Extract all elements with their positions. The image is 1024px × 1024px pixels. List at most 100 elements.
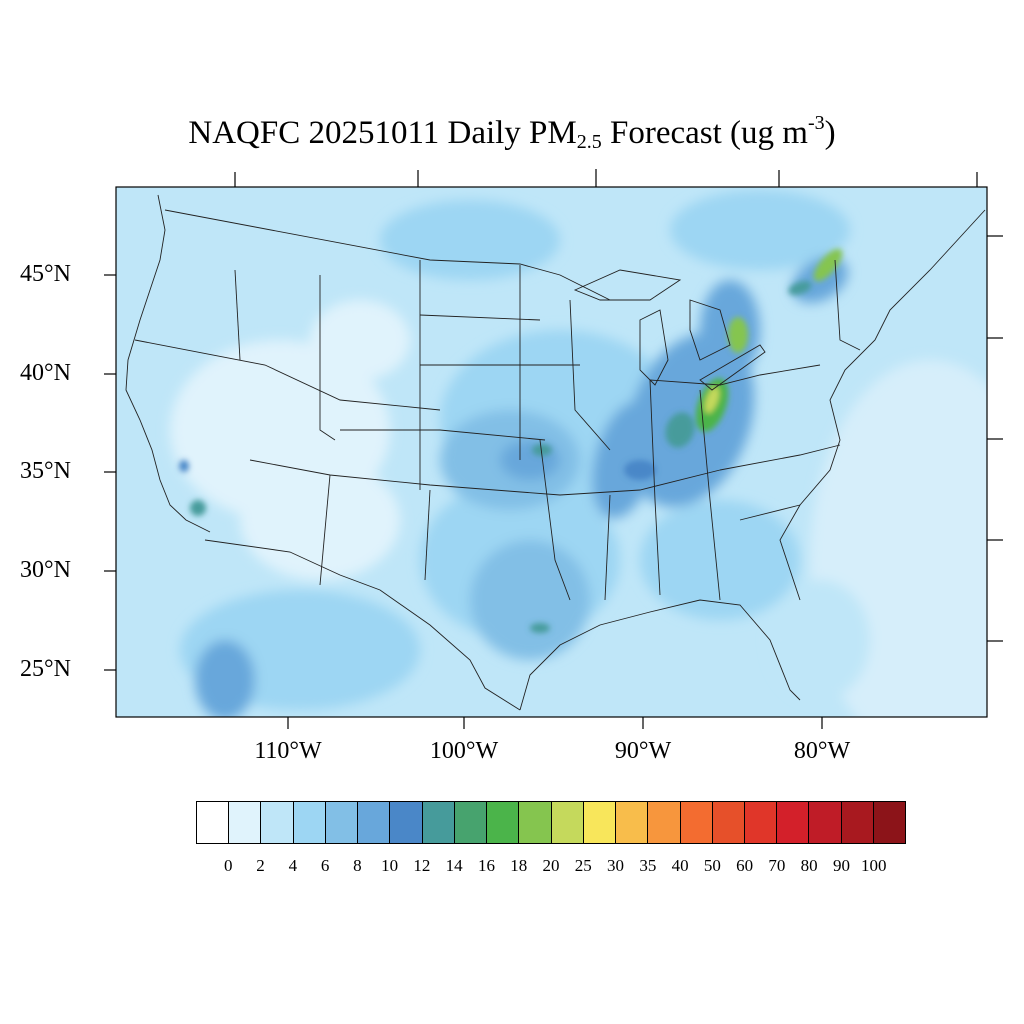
colorbar-cell: [358, 802, 391, 843]
title-main: NAQFC 20251011 Daily PM: [188, 115, 577, 151]
colorbar-cell: [777, 802, 810, 843]
kentucky-darker: [624, 460, 656, 480]
lat-label-45n: 45°N: [20, 261, 71, 287]
colorbar-cell: [616, 802, 649, 843]
colorbar-label: 90: [832, 856, 850, 875]
border-mexico: [204, 539, 521, 711]
colorbar-label: 70: [768, 856, 786, 875]
colorbar-cell: [454, 802, 488, 843]
northern-plains-mid: [380, 200, 560, 280]
state-line-5: [134, 339, 441, 411]
title-subscript: 2.5: [576, 131, 602, 153]
colorbar-label: 4: [288, 856, 298, 875]
lat-label-35n: 35°N: [20, 458, 71, 484]
oklahoma-dark: [500, 440, 560, 480]
title-close: ): [824, 115, 836, 151]
axis-ticks: [104, 169, 1003, 729]
colorbar-label: 60: [736, 856, 754, 875]
colorbar-cell: [680, 802, 713, 843]
colorbar-cell: [551, 802, 584, 843]
coastline-west: [125, 194, 211, 533]
colorbar-cell: [873, 802, 906, 843]
state-line-20: [834, 259, 861, 351]
state-line-1: [234, 269, 241, 361]
colorbar-label: 35: [639, 856, 657, 875]
lon-label-100w: 100°W: [429, 738, 499, 764]
ontario-hotspot: [788, 281, 812, 295]
title-rest: Forecast (ug m: [601, 115, 808, 151]
colorbar-label: 12: [413, 856, 431, 875]
state-line-18: [739, 504, 801, 521]
colorbar-cell: [229, 802, 262, 843]
colorbar-cell: [487, 802, 520, 843]
state-line-12: [539, 439, 571, 601]
lat-label-25n: 25°N: [20, 656, 71, 682]
state-line-13: [604, 494, 611, 601]
colorbar-cell: [325, 802, 359, 843]
lat-label-40n: 40°N: [20, 360, 71, 386]
wyoming-low: [310, 300, 410, 380]
pm25-field: [116, 187, 987, 717]
state-line-19: [569, 299, 611, 451]
colorbar-label: 100: [860, 856, 887, 875]
border-canada: [164, 209, 611, 301]
state-line-11: [424, 489, 431, 581]
colorbar-cell: [261, 802, 294, 843]
indiana-core: [704, 386, 720, 414]
state-line-15: [699, 389, 721, 601]
canada-east-mid: [670, 190, 850, 270]
ohio-teal: [665, 412, 695, 448]
concentration-blobs: [170, 190, 987, 717]
state-line-8: [340, 429, 546, 441]
coastline-gulf: [519, 599, 801, 711]
colorbar-cell: [519, 802, 552, 843]
houston-hotspot: [530, 623, 550, 633]
lake-michigan: [639, 309, 669, 386]
state-line-16: [649, 364, 821, 386]
florida-base: [770, 580, 870, 700]
colorbar-label: 30: [607, 856, 625, 875]
southwest-low: [240, 460, 400, 580]
colorbar-cell: [712, 802, 745, 843]
colorbar-label: 6: [320, 856, 330, 875]
state-line-6: [419, 314, 541, 321]
colorbar-cell: [744, 802, 778, 843]
lon-label-110w: 110°W: [254, 738, 322, 764]
state-line-10: [319, 474, 331, 586]
colorbar-label: 16: [477, 856, 495, 875]
colorbar-label: 80: [800, 856, 818, 875]
state-boundaries: [125, 194, 986, 711]
colorbar-cell: [390, 802, 423, 843]
map-frame: [115, 186, 988, 718]
colorbar-cell: [422, 802, 455, 843]
colorbar-cell: [841, 802, 874, 843]
colorbar: [196, 801, 906, 844]
oklahoma-hotspot: [532, 444, 552, 456]
state-line-2: [319, 275, 336, 441]
map-title: NAQFC 20251011 Daily PM2.5 Forecast (ug …: [0, 112, 1024, 154]
lake-erie: [699, 344, 766, 391]
michigan-hotspot: [728, 317, 748, 353]
colorbar-cell: [583, 802, 617, 843]
colorbar-label: 50: [703, 856, 721, 875]
colorbar-label: 40: [671, 856, 689, 875]
st-lawrence-hotspot: [813, 248, 843, 282]
coastline-east: [779, 209, 986, 601]
colorbar-label: 25: [574, 856, 592, 875]
colorbar-label: 18: [510, 856, 528, 875]
colorbar-cell: [293, 802, 326, 843]
state-line-14: [649, 379, 661, 596]
concentration-hotspots: [179, 248, 843, 633]
texas-midlight: [470, 540, 590, 660]
state-line-17: [719, 444, 841, 471]
mexico-west-dark: [195, 640, 255, 717]
southeast-mid: [640, 500, 800, 620]
lat-label-30n: 30°N: [20, 557, 71, 583]
colorbar-cell: [809, 802, 842, 843]
la-hotspot: [190, 500, 206, 516]
colorbar-label: 10: [381, 856, 399, 875]
colorbar-label: 20: [542, 856, 560, 875]
colorbar-label: 14: [445, 856, 463, 875]
central-valley-hotspot: [179, 460, 189, 472]
